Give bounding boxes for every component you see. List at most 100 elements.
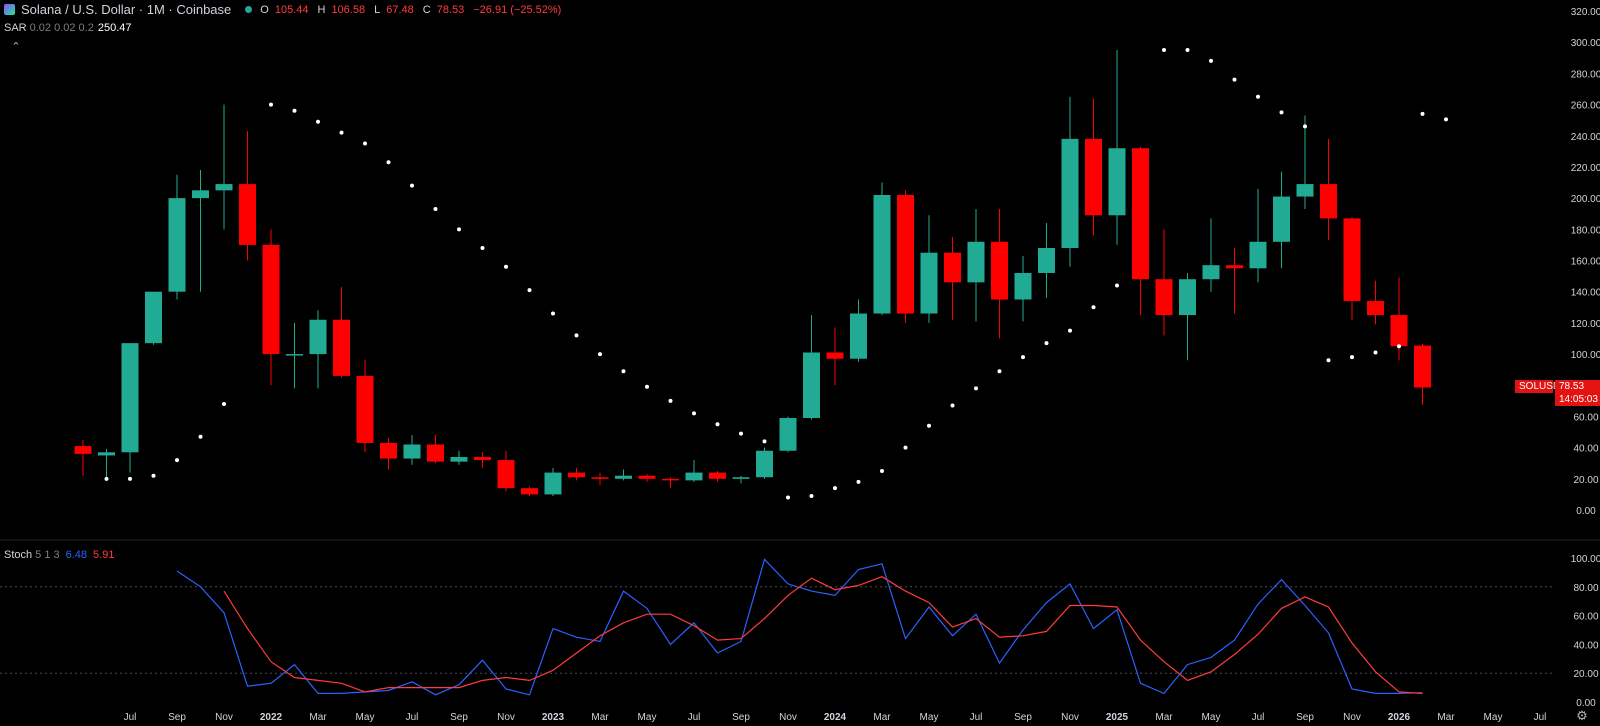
candle-body	[98, 452, 115, 456]
sar-dot	[1350, 355, 1354, 360]
candle-body	[779, 417, 797, 451]
sar-dots	[104, 47, 1448, 500]
time-tick-label: May	[920, 712, 939, 723]
sar-legend[interactable]: SAR 0.02 0.02 0.2 250.47	[4, 22, 132, 34]
price-axis[interactable]: 0.0020.0040.0060.0080.00100.00120.00140.…	[1571, 7, 1600, 517]
sar-dot	[739, 431, 743, 436]
candle	[1367, 280, 1384, 325]
last-price-tag: SOLUSD 78.53 14:05:03	[1515, 380, 1600, 406]
candle-body	[521, 488, 538, 495]
price-tick-label: 260.00	[1571, 101, 1600, 112]
sar-dot	[715, 422, 720, 427]
candle-body	[1202, 265, 1220, 280]
sar-dot	[574, 333, 579, 338]
price-tag-countdown: 14:05:03	[1555, 393, 1600, 406]
candle	[803, 315, 820, 420]
sar-dot	[1420, 111, 1425, 116]
candle	[121, 343, 139, 473]
candle-body	[427, 444, 444, 462]
candle-body	[944, 252, 961, 283]
stoch-axis[interactable]: 0.00 20.00 40.00 60.00 80.00 100.00	[1571, 554, 1600, 709]
candle	[1273, 171, 1290, 269]
price-tick-label: 220.00	[1571, 163, 1600, 174]
candle	[1343, 216, 1361, 320]
sar-dot	[762, 439, 767, 444]
sar-dot	[457, 227, 461, 232]
sar-dot	[151, 473, 156, 478]
candle-body	[356, 375, 374, 443]
sar-dot	[1162, 47, 1166, 52]
candle	[98, 449, 115, 478]
time-tick-label: Nov	[1061, 712, 1079, 723]
candle	[1132, 146, 1149, 316]
sar-dot	[433, 207, 438, 212]
gear-icon[interactable]: ⚙	[1576, 708, 1588, 723]
sar-dot	[269, 102, 273, 107]
candle-body	[1273, 196, 1290, 242]
candle-body	[1132, 148, 1149, 280]
ohlc-close-value: 78.53	[436, 3, 465, 16]
sar-dot	[1021, 355, 1025, 360]
sar-dot	[1397, 344, 1401, 349]
candle-body	[262, 244, 280, 355]
candle-body	[967, 241, 985, 283]
symbol-title[interactable]: Solana / U.S. Dollar · 1M · Coinbase	[21, 2, 232, 17]
sar-dot	[363, 141, 367, 146]
candle	[1085, 98, 1102, 236]
time-tick-label: May	[638, 712, 657, 723]
sar-dot	[386, 160, 391, 165]
candle-body	[1320, 184, 1337, 219]
sar-dot	[339, 130, 344, 135]
chevron-up-icon[interactable]: ⌃	[11, 41, 21, 53]
time-tick-label: Sep	[1296, 712, 1314, 723]
stoch-params: 5 1 3	[35, 549, 60, 561]
sar-value: 250.47	[97, 22, 132, 34]
candle-body	[1155, 279, 1173, 316]
candle-body	[1367, 301, 1384, 316]
sar-dot	[668, 398, 673, 403]
ohlc-high-value: 106.58	[331, 3, 366, 16]
time-tick-label: Mar	[1155, 712, 1173, 723]
time-tick-label: May	[1202, 712, 1221, 723]
candle	[239, 131, 256, 261]
candle-body	[615, 475, 632, 479]
time-tick-label: 2023	[542, 712, 565, 723]
candle-body	[732, 477, 750, 479]
price-tick-label: 320.00	[1571, 7, 1600, 18]
price-tick-label: 60.00	[1573, 412, 1598, 423]
sar-dot	[480, 246, 485, 251]
time-tick-label: Jul	[124, 712, 137, 723]
ohlc-change: −26.91 (−25.52%)	[473, 3, 562, 16]
candle-body	[1179, 279, 1196, 316]
sar-dot	[222, 401, 226, 406]
stoch-legend[interactable]: Stoch 5 1 3 6.48 5.91	[4, 549, 114, 561]
sar-dot	[856, 479, 861, 484]
candle	[1061, 96, 1079, 267]
candle	[403, 435, 421, 465]
candle-body	[873, 195, 891, 314]
candle	[286, 322, 303, 389]
stoch-pane[interactable]	[0, 558, 1554, 696]
stoch-d-value: 5.91	[93, 549, 115, 561]
candle-body	[662, 478, 679, 481]
ohlc-close-label: C	[422, 3, 431, 16]
price-tick-label: 180.00	[1571, 225, 1600, 236]
price-tick-label: 160.00	[1571, 257, 1600, 268]
candle	[1414, 343, 1431, 405]
stoch-tick-label: 40.00	[1573, 640, 1598, 651]
candle-body	[168, 198, 186, 292]
sar-dot	[1444, 117, 1448, 122]
candle-body	[1390, 315, 1408, 347]
stoch-k-line	[176, 558, 1423, 696]
candle-body	[591, 477, 609, 479]
time-tick-label: Jul	[1252, 712, 1265, 723]
sar-params: 0.02 0.02 0.2	[29, 22, 94, 34]
candle	[262, 229, 280, 386]
time-tick-label: Nov	[497, 712, 515, 723]
sar-dot	[1068, 328, 1072, 333]
time-axis[interactable]: Jul Sep Nov 2022 Mar May Jul Sep Nov 2023 Mar May Ju…	[124, 712, 1547, 723]
price-tick-label: 300.00	[1571, 38, 1600, 49]
sar-dot	[692, 411, 696, 416]
sar-dot	[128, 476, 132, 481]
